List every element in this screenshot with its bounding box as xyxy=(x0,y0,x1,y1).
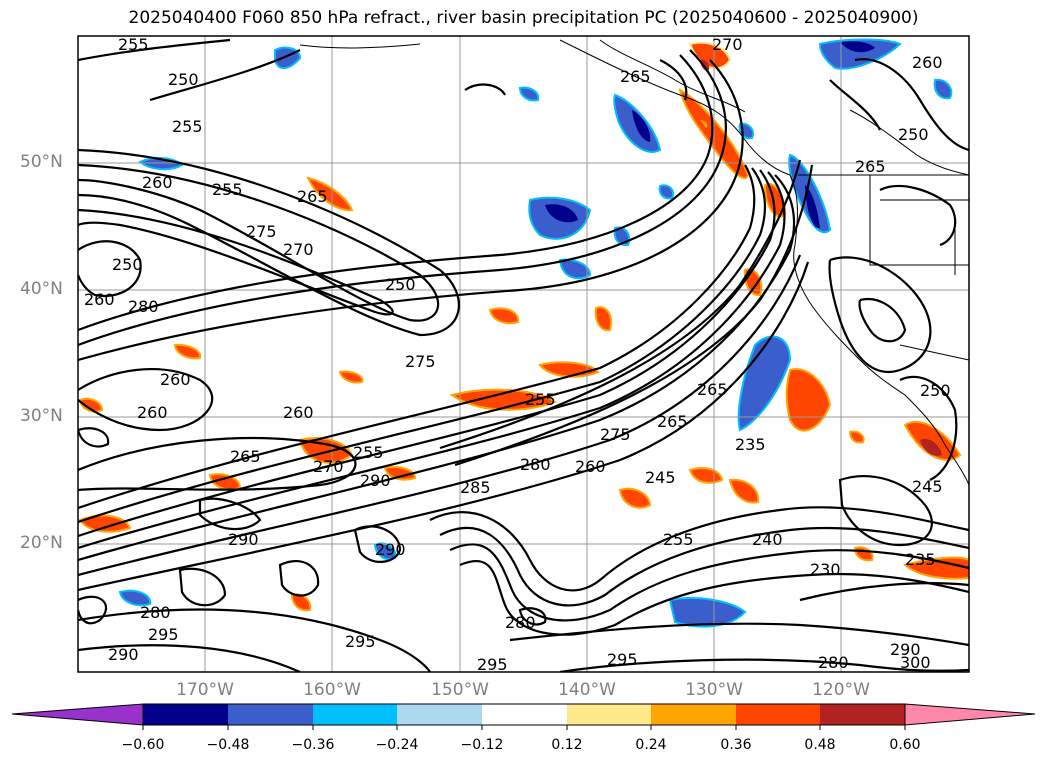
contour-label: 260 xyxy=(160,370,191,389)
colorbar-bin xyxy=(567,704,651,725)
contour-label: 260 xyxy=(84,290,115,309)
contour-label: 260 xyxy=(142,173,173,192)
contour-label: 245 xyxy=(645,468,676,487)
contour-label: 290 xyxy=(108,645,139,664)
colorbar-bin xyxy=(313,704,397,725)
contour-label: 235 xyxy=(905,550,936,569)
coastlines xyxy=(299,39,969,486)
contour-label: 280 xyxy=(140,603,171,622)
colorbar-bin xyxy=(736,704,820,725)
lon-label-130w: 130°W xyxy=(685,680,743,700)
contour-label: 255 xyxy=(172,117,203,136)
contour-label: 295 xyxy=(607,650,638,669)
map-title: 2025040400 F060 850 hPa refract., river … xyxy=(128,8,919,28)
colorbar-bin xyxy=(143,704,228,725)
lat-label-20n: 20°N xyxy=(20,533,63,553)
contour-label: 280 xyxy=(128,297,159,316)
lat-label-40n: 40°N xyxy=(20,279,63,299)
lon-label-120w: 120°W xyxy=(812,680,870,700)
contour-label: 265 xyxy=(620,67,651,86)
contour-label: 275 xyxy=(405,352,436,371)
contour-label: 255 xyxy=(525,390,556,409)
contour-label: 250 xyxy=(168,70,199,89)
contour-label: 270 xyxy=(313,457,344,476)
lon-label-150w: 150°W xyxy=(431,680,489,700)
colorbar-extend-low xyxy=(11,703,144,726)
lon-label-170w: 170°W xyxy=(176,680,234,700)
colorbar-tick-label: −0.48 xyxy=(206,737,250,753)
contour-label: 290 xyxy=(228,530,259,549)
refractivity-contours xyxy=(78,38,969,672)
contour-label-group: 255 250 255 260 255 265 275 270 250 250 … xyxy=(84,35,951,674)
colorbar-tick-label: 0.12 xyxy=(551,737,583,753)
contour-label: 250 xyxy=(112,255,143,274)
colorbar-tick-label: −0.12 xyxy=(460,737,504,753)
contour-label: 270 xyxy=(283,240,314,259)
contour-label: 275 xyxy=(600,425,631,444)
contour-label: 255 xyxy=(663,530,694,549)
colorbar-tick-label: −0.24 xyxy=(375,737,419,753)
colorbar-tick-label: −0.36 xyxy=(291,737,335,753)
contour-label: 290 xyxy=(890,640,921,659)
contour-label: 265 xyxy=(697,380,728,399)
contour-label: 295 xyxy=(148,625,179,644)
contour-label: 265 xyxy=(230,447,261,466)
contour-label: 285 xyxy=(460,478,491,497)
contour-label: 265 xyxy=(855,157,886,176)
colorbar-tick-label: 0.60 xyxy=(889,737,921,753)
contour-label: 280 xyxy=(520,455,551,474)
contour-label: 280 xyxy=(818,653,849,672)
colorbar-bin xyxy=(820,704,905,725)
contour-label: 290 xyxy=(375,540,406,559)
lat-label-30n: 30°N xyxy=(20,406,63,426)
contour-label: 300 xyxy=(900,653,931,672)
contour-label: 295 xyxy=(345,632,376,651)
contour-label: 250 xyxy=(920,381,951,400)
plot-background xyxy=(78,36,969,672)
colorbar-frame xyxy=(142,703,906,726)
contour-label: 235 xyxy=(735,435,766,454)
plot-frame xyxy=(77,35,970,673)
contour-label: 245 xyxy=(912,477,943,496)
contour-label: 260 xyxy=(912,53,943,72)
contour-label: 255 xyxy=(353,443,384,462)
lon-label-140w: 140°W xyxy=(558,680,616,700)
colorbar-tick-label: 0.24 xyxy=(635,737,667,753)
colorbar-tick-label: −0.60 xyxy=(121,737,165,753)
contour-label: 290 xyxy=(360,471,391,490)
colorbar-bin xyxy=(397,704,482,725)
contour-label: 270 xyxy=(712,35,743,54)
contour-label: 255 xyxy=(212,180,243,199)
lat-label-50n: 50°N xyxy=(20,152,63,172)
contour-label: 265 xyxy=(657,412,688,431)
contour-label: 250 xyxy=(898,125,929,144)
contour-label: 260 xyxy=(575,457,606,476)
colorbar-tick-label: 0.36 xyxy=(720,737,752,753)
contour-label: 265 xyxy=(297,187,328,206)
colorbar xyxy=(11,703,1036,730)
colorbar-extend-high xyxy=(904,703,1036,726)
contour-label: 250 xyxy=(385,275,416,294)
contour-label: 280 xyxy=(505,613,536,632)
contour-label: 260 xyxy=(283,403,314,422)
precip-negative-patches xyxy=(118,38,953,628)
contour-label: 295 xyxy=(477,655,508,674)
contour-label: 240 xyxy=(752,530,783,549)
colorbar-tick-label: 0.48 xyxy=(804,737,836,753)
contour-label: 230 xyxy=(810,560,841,579)
colorbar-bin xyxy=(482,704,567,725)
colorbar-bin xyxy=(651,704,736,725)
contour-label: 255 xyxy=(118,35,149,54)
contour-label: 275 xyxy=(246,222,277,241)
precip-positive-patches xyxy=(78,41,969,612)
colorbar-bin xyxy=(228,704,313,725)
contour-label: 260 xyxy=(137,403,168,422)
lon-label-160w: 160°W xyxy=(303,680,361,700)
